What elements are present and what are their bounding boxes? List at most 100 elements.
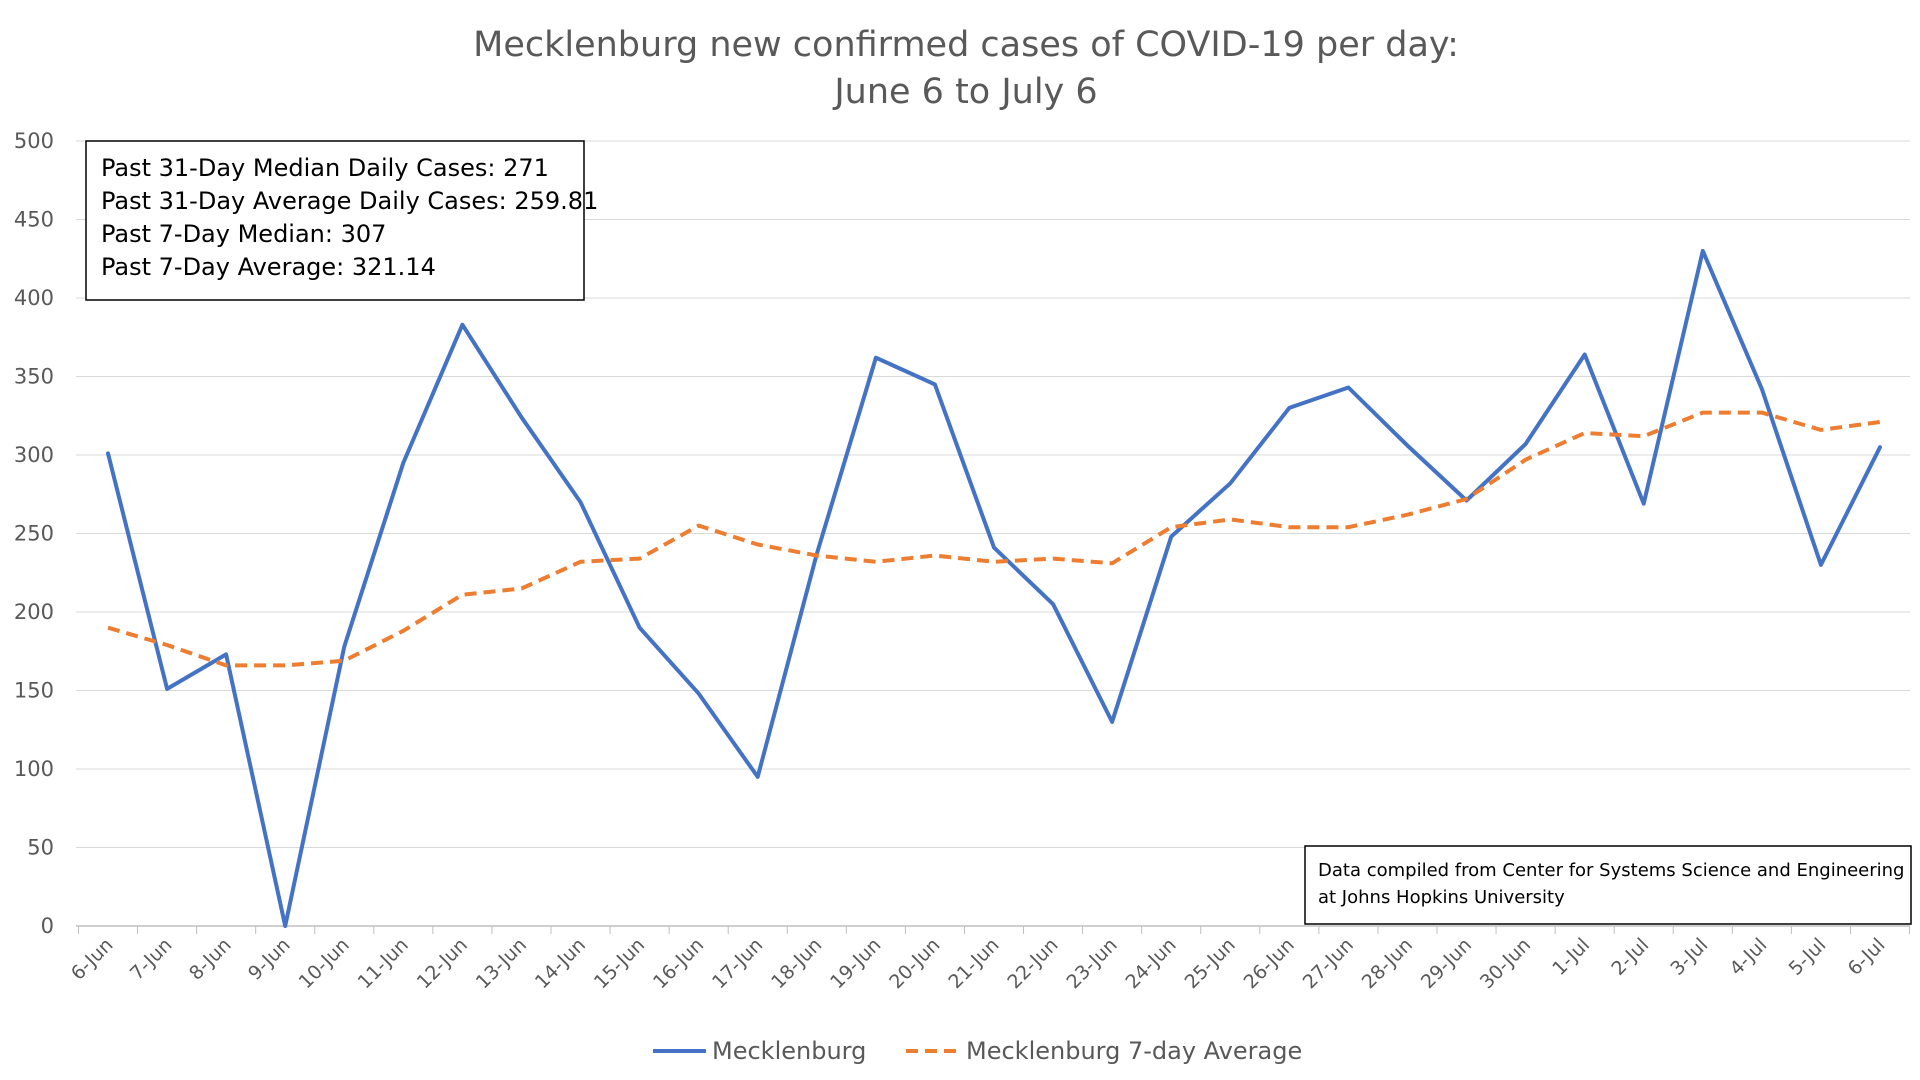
point-mecklenburg	[342, 645, 346, 649]
stats-box: Past 31-Day Median Daily Cases: 271 Past…	[85, 140, 598, 301]
point-7-day-average	[1228, 517, 1232, 521]
point-mecklenburg	[165, 687, 169, 691]
point-7-day-average	[1465, 497, 1469, 501]
stats-line-2: Past 31-Day Average Daily Cases: 259.81	[101, 187, 598, 215]
y-tick-label: 400	[14, 286, 54, 310]
x-tick-label: 30-Jun	[1476, 934, 1535, 993]
source-note-line-2: at Johns Hopkins University	[1318, 887, 1565, 908]
point-7-day-average	[1346, 525, 1350, 529]
x-tick-label: 11-Jun	[354, 934, 413, 993]
point-7-day-average	[342, 659, 346, 663]
point-mecklenburg	[1524, 442, 1528, 446]
stats-line-4: Past 7-Day Average: 321.14	[101, 253, 436, 281]
series-line-7-day-average	[107, 410, 1881, 668]
stats-line-3: Past 7-Day Median: 307	[101, 220, 386, 248]
x-tick-label: 6-Jun	[67, 934, 118, 985]
x-tick-label: 7-Jun	[126, 934, 177, 985]
x-tick-label: 17-Jun	[708, 934, 767, 993]
x-tick-label: 5-Jul	[1785, 934, 1831, 980]
x-tick-label: 14-Jun	[531, 934, 590, 993]
x-tick-label: 21-Jun	[944, 934, 1003, 993]
x-tick-label: 22-Jun	[1003, 934, 1062, 993]
point-7-day-average	[224, 663, 228, 667]
point-7-day-average	[1701, 411, 1705, 415]
point-mecklenburg	[874, 356, 878, 360]
x-tick-label: 19-Jun	[826, 934, 885, 993]
x-tick-label: 24-Jun	[1121, 934, 1180, 993]
source-note-line-1: Data compiled from Center for Systems Sc…	[1318, 860, 1905, 881]
point-7-day-average	[1524, 458, 1528, 462]
y-tick-label: 50	[27, 836, 54, 860]
point-mecklenburg	[283, 924, 287, 928]
x-tick-label: 1-Jul	[1548, 934, 1594, 980]
point-7-day-average	[933, 553, 937, 557]
point-7-day-average	[697, 524, 701, 528]
point-mecklenburg	[1819, 563, 1823, 567]
x-tick-label: 20-Jun	[885, 934, 944, 993]
point-mecklenburg	[1701, 249, 1705, 253]
point-mecklenburg	[1228, 481, 1232, 485]
point-mecklenburg	[1169, 535, 1173, 539]
point-7-day-average	[401, 629, 405, 633]
y-tick-label: 100	[14, 757, 54, 781]
point-mecklenburg	[638, 626, 642, 630]
point-7-day-average	[992, 560, 996, 564]
point-7-day-average	[460, 593, 464, 597]
x-tick-label: 26-Jun	[1240, 934, 1299, 993]
x-tick-label: 4-Jul	[1725, 934, 1771, 980]
x-tick-label: 12-Jun	[413, 934, 472, 993]
point-mecklenburg	[1760, 387, 1764, 391]
legend-label-7-day-average: Mecklenburg 7-day Average	[966, 1037, 1302, 1065]
x-tick-label: 15-Jun	[590, 934, 649, 993]
series-lines	[106, 248, 1882, 928]
x-tick-label: 18-Jun	[767, 934, 826, 993]
y-tick-label: 450	[14, 208, 54, 232]
point-mecklenburg	[992, 546, 996, 550]
series-line-mecklenburg	[106, 248, 1882, 928]
point-7-day-average	[1405, 513, 1409, 517]
point-mecklenburg	[1346, 385, 1350, 389]
point-7-day-average	[1583, 431, 1587, 435]
x-tick-label: 6-Jul	[1844, 934, 1890, 980]
point-7-day-average	[283, 663, 287, 667]
point-mecklenburg	[1642, 502, 1646, 506]
point-7-day-average	[638, 557, 642, 561]
point-mecklenburg	[933, 382, 937, 386]
x-tick-label: 16-Jun	[649, 934, 708, 993]
point-7-day-average	[1878, 420, 1882, 424]
y-tick-label: 150	[14, 679, 54, 703]
point-7-day-average	[1760, 411, 1764, 415]
point-7-day-average	[1287, 525, 1291, 529]
point-mecklenburg	[1583, 353, 1587, 357]
legend: Mecklenburg Mecklenburg 7-day Average	[653, 1037, 1302, 1065]
x-tick-label: 3-Jul	[1666, 934, 1712, 980]
x-tick-label: 27-Jun	[1299, 934, 1358, 993]
point-mecklenburg	[460, 323, 464, 327]
point-7-day-average	[579, 560, 583, 564]
x-tick-label: 8-Jun	[185, 934, 236, 985]
y-tick-label: 500	[14, 129, 54, 153]
x-tick-label: 2-Jul	[1607, 934, 1653, 980]
x-tick-label: 23-Jun	[1062, 934, 1121, 993]
point-mecklenburg	[756, 775, 760, 779]
point-7-day-average	[519, 586, 523, 590]
stats-line-1: Past 31-Day Median Daily Cases: 271	[101, 154, 549, 182]
point-7-day-average	[1642, 434, 1646, 438]
x-axis: 6-Jun 7-Jun 8-Jun 9-Jun 10-Jun 11-Jun 12-Jun 13…	[67, 926, 1911, 993]
legend-label-mecklenburg: Mecklenburg	[712, 1037, 866, 1065]
chart-title-line-1: Mecklenburg new confirmed cases of COVID…	[473, 25, 1459, 65]
point-mecklenburg	[697, 692, 701, 696]
x-tick-label: 28-Jun	[1358, 934, 1417, 993]
point-7-day-average	[106, 626, 110, 630]
point-7-day-average	[815, 553, 819, 557]
y-tick-label: 300	[14, 443, 54, 467]
x-tick-label: 10-Jun	[295, 934, 354, 993]
point-mecklenburg	[519, 415, 523, 419]
point-7-day-average	[1819, 428, 1823, 432]
point-mecklenburg	[1405, 444, 1409, 448]
point-mecklenburg	[1287, 406, 1291, 410]
point-7-day-average	[1051, 557, 1055, 561]
point-mecklenburg	[401, 461, 405, 465]
point-mecklenburg	[1878, 445, 1882, 449]
